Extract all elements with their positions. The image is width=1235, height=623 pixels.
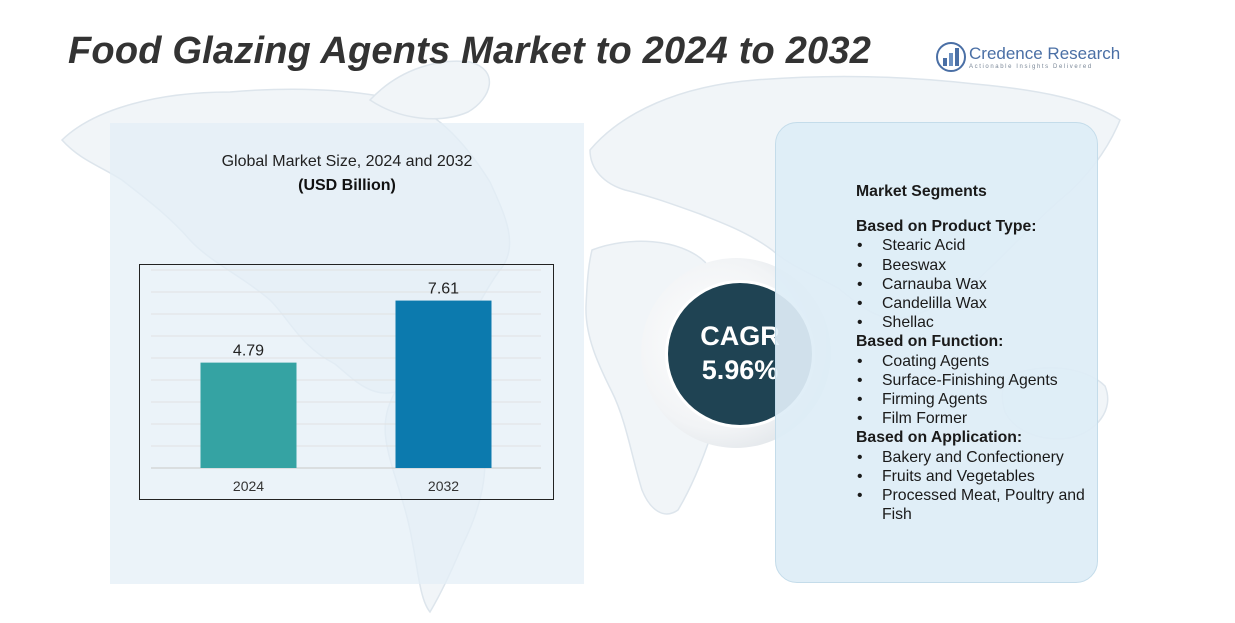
credence-research-logo: Credence Research Actionable Insights De… xyxy=(936,40,1126,76)
chart-labels: 4.79 2024 7.61 2032 xyxy=(233,281,459,494)
segment-item: Candelilla Wax xyxy=(856,294,1101,313)
chart-title: Global Market Size, 2024 and 2032 xyxy=(221,153,473,170)
segment-list-product-type: Stearic Acid Beeswax Carnauba Wax Candel… xyxy=(856,236,1101,332)
segment-list-application: Bakery and Confectionery Fruits and Vege… xyxy=(856,448,1101,525)
cagr-value: 5.96% xyxy=(701,355,779,385)
bar-chart-logo-icon xyxy=(936,42,966,72)
segment-item: Firming Agents xyxy=(856,390,1101,409)
segment-item: Processed Meat, Poultry and Fish xyxy=(856,486,1101,524)
value-label-2032: 7.61 xyxy=(428,281,459,298)
chart-unit: (USD Billion) xyxy=(298,177,396,194)
logo-name: Credence Research xyxy=(969,44,1121,63)
category-label-2024: 2024 xyxy=(233,478,264,494)
market-size-bar-chart: 4.79 2024 7.61 2032 xyxy=(139,264,554,500)
segment-item: Film Former xyxy=(856,409,1101,428)
segment-item: Carnauba Wax xyxy=(856,275,1101,294)
segment-group-title: Based on Function: xyxy=(856,333,1004,351)
segment-item: Beeswax xyxy=(856,256,1101,275)
segment-item: Surface-Finishing Agents xyxy=(856,371,1101,390)
value-label-2024: 4.79 xyxy=(233,343,264,360)
segment-group-title: Based on Application: xyxy=(856,429,1023,447)
chart-bars xyxy=(200,300,492,468)
segment-list-function: Coating Agents Surface-Finishing Agents … xyxy=(856,352,1101,429)
market-size-panel: Global Market Size, 2024 and 2032 (USD B… xyxy=(110,123,584,584)
category-label-2032: 2032 xyxy=(428,478,459,494)
segment-group-title: Based on Product Type: xyxy=(856,218,1037,236)
segment-item: Bakery and Confectionery xyxy=(856,448,1101,467)
page-title: Food Glazing Agents Market to 2024 to 20… xyxy=(68,30,872,72)
segments-heading: Market Segments xyxy=(856,183,987,200)
bar-2024 xyxy=(200,362,297,468)
segment-item: Fruits and Vegetables xyxy=(856,467,1101,486)
segment-item: Coating Agents xyxy=(856,352,1101,371)
bar-2032 xyxy=(395,300,492,468)
logo-tagline: Actionable Insights Delivered xyxy=(969,64,1093,70)
market-segments: Market Segments Based on Product Type: S… xyxy=(856,182,1101,524)
segment-item: Stearic Acid xyxy=(856,236,1101,255)
chart-frame xyxy=(139,264,554,500)
cagr-label: CAGR xyxy=(700,321,780,351)
segment-item: Shellac xyxy=(856,313,1101,332)
